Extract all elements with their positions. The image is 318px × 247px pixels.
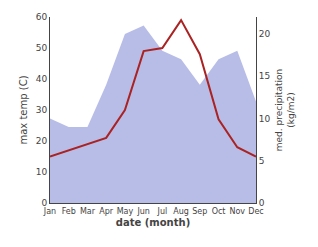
svg-text:med. precipitation(kg/m2): med. precipitation(kg/m2) — [274, 69, 296, 151]
svg-text:Jul: Jul — [157, 207, 168, 216]
svg-text:Sep: Sep — [192, 207, 207, 216]
svg-text:0: 0 — [259, 198, 265, 208]
svg-text:15: 15 — [259, 71, 270, 81]
svg-text:Jun: Jun — [136, 207, 150, 216]
svg-text:May: May — [117, 207, 134, 216]
svg-text:60: 60 — [36, 12, 48, 22]
svg-text:5: 5 — [259, 156, 265, 166]
svg-text:Apr: Apr — [99, 207, 114, 216]
svg-text:20: 20 — [36, 136, 48, 146]
svg-text:max temp (C): max temp (C) — [18, 75, 29, 144]
svg-text:Mar: Mar — [80, 207, 96, 216]
svg-text:30: 30 — [36, 105, 48, 115]
svg-text:Oct: Oct — [212, 207, 226, 216]
svg-text:date (month): date (month) — [116, 217, 190, 228]
svg-text:Dec: Dec — [248, 207, 263, 216]
svg-text:Nov: Nov — [229, 207, 245, 216]
svg-text:40: 40 — [36, 74, 48, 84]
svg-text:Feb: Feb — [62, 207, 76, 216]
svg-text:Aug: Aug — [173, 207, 189, 216]
svg-text:0: 0 — [41, 198, 47, 208]
svg-text:10: 10 — [36, 167, 48, 177]
svg-text:Jan: Jan — [43, 207, 56, 216]
svg-text:50: 50 — [36, 43, 48, 53]
svg-text:10: 10 — [259, 114, 271, 124]
svg-text:20: 20 — [259, 29, 271, 39]
